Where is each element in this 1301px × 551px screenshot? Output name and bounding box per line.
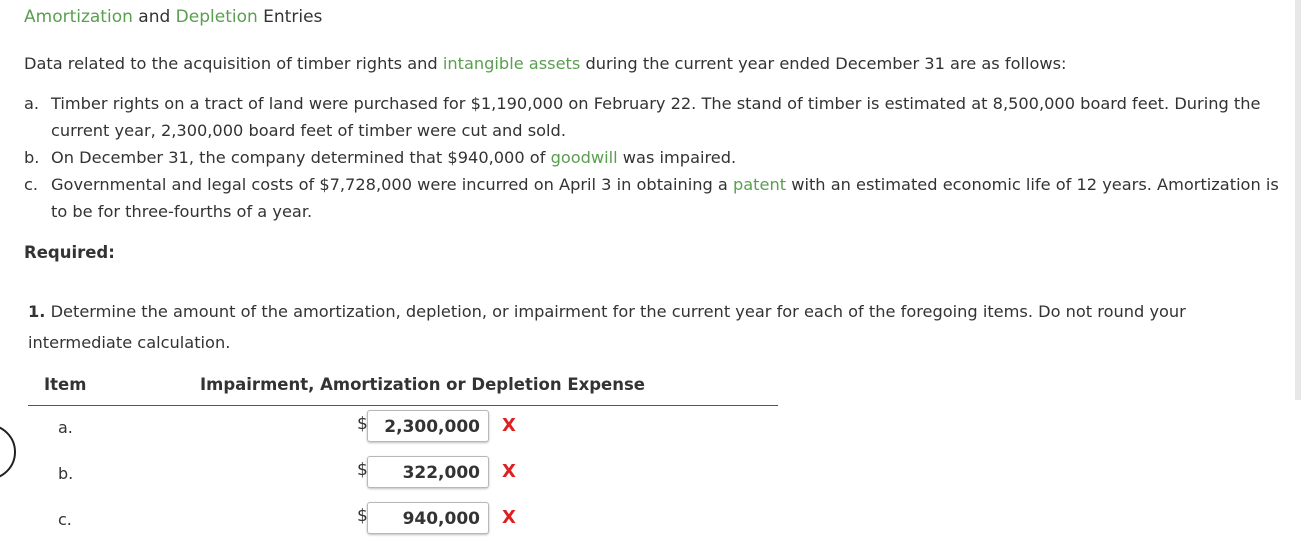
item-marker: c.: [24, 175, 39, 194]
incorrect-mark-icon: X: [502, 415, 516, 436]
side-circle-icon: [0, 424, 16, 480]
list-item: a. Timber rights on a tract of land were…: [24, 90, 1289, 144]
row-label: b.: [58, 464, 74, 483]
item-text-after: with an estimated economic life of 12 ye…: [51, 175, 1279, 221]
currency-symbol: $: [357, 414, 368, 434]
item-text-before: On December 31, the company determined t…: [51, 148, 551, 167]
item-marker: a.: [24, 94, 40, 113]
incorrect-mark-icon: X: [502, 461, 516, 482]
intangible-assets-link[interactable]: intangible assets: [442, 54, 581, 73]
intro-text-before: Data related to the acquisition of timbe…: [24, 54, 443, 73]
table-row: a. $ 2,300,000 X: [28, 406, 778, 452]
scrollbar-track[interactable]: [1295, 0, 1301, 400]
expense-input-a[interactable]: 2,300,000: [367, 410, 489, 442]
page-title: Amortization and Depletion Entries: [24, 6, 322, 28]
title-link-amortization[interactable]: Amortization: [24, 7, 133, 27]
row-label: c.: [58, 510, 72, 529]
item-text-before: Governmental and legal costs of $7,728,0…: [51, 175, 733, 194]
question-text: Determine the amount of the amortization…: [28, 302, 1186, 352]
list-item: c. Governmental and legal costs of $7,72…: [24, 171, 1289, 225]
list-item: b. On December 31, the company determine…: [24, 144, 1289, 171]
table-row: b. $ 322,000 X: [28, 452, 778, 498]
intro-text-after: during the current year ended December 3…: [580, 54, 1067, 73]
incorrect-mark-icon: X: [502, 507, 516, 528]
patent-link[interactable]: patent: [732, 175, 787, 194]
title-and: and: [132, 7, 176, 27]
title-suffix: Entries: [257, 7, 323, 27]
header-item: Item: [44, 375, 87, 394]
question-1: 1. Determine the amount of the amortizat…: [28, 296, 1293, 358]
row-label: a.: [58, 418, 73, 437]
item-text: Timber rights on a tract of land were pu…: [51, 94, 1261, 140]
item-marker: b.: [24, 148, 40, 167]
intro-paragraph: Data related to the acquisition of timbe…: [24, 53, 1067, 75]
expense-input-c[interactable]: 940,000: [367, 502, 489, 534]
facts-list: a. Timber rights on a tract of land were…: [24, 90, 1289, 225]
goodwill-link[interactable]: goodwill: [550, 148, 618, 167]
expense-input-b[interactable]: 322,000: [367, 456, 489, 488]
header-expense: Impairment, Amortization or Depletion Ex…: [200, 375, 645, 394]
item-text-after: was impaired.: [617, 148, 737, 167]
table-row: c. $ 940,000 X: [28, 498, 778, 544]
currency-symbol: $: [357, 506, 368, 526]
required-heading: Required:: [24, 243, 115, 262]
currency-symbol: $: [357, 460, 368, 480]
question-number: 1.: [28, 302, 46, 321]
title-link-depletion[interactable]: Depletion: [175, 7, 258, 27]
table-header: Item Impairment, Amortization or Depleti…: [28, 372, 778, 406]
